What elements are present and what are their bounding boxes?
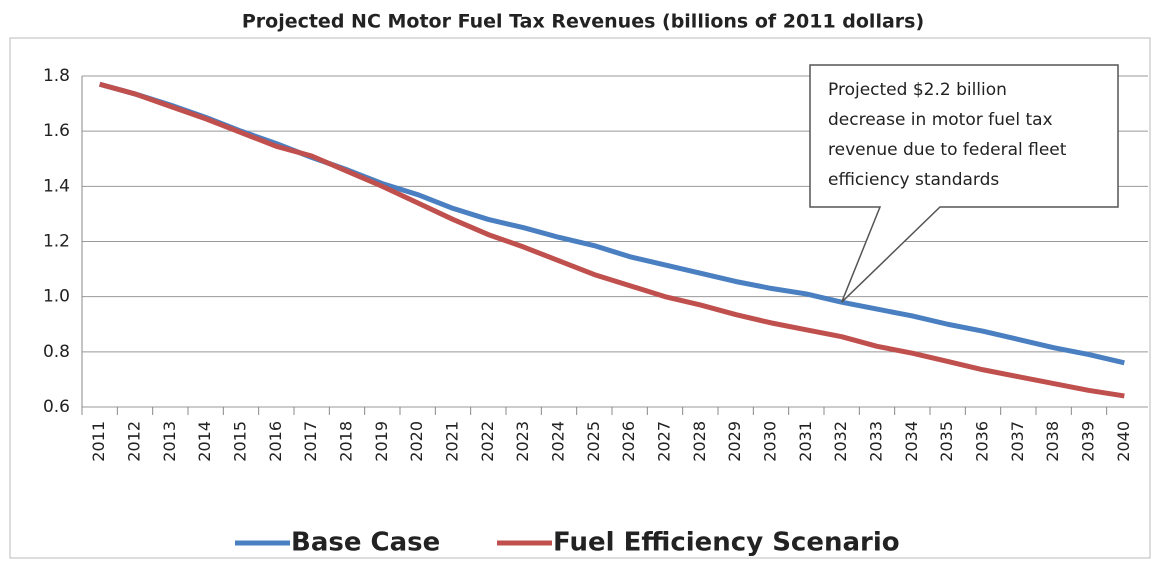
x-tick-label: 2038 xyxy=(1043,421,1062,462)
x-tick-label: 2031 xyxy=(796,421,815,462)
x-tick-label: 2013 xyxy=(160,421,179,462)
callout xyxy=(809,64,1119,303)
x-tick-label: 2027 xyxy=(655,421,674,462)
x-tick-label: 2019 xyxy=(372,421,391,462)
x-tick-label: 2037 xyxy=(1008,421,1027,462)
x-tick-label: 2040 xyxy=(1114,421,1133,462)
x-tick-label: 2012 xyxy=(125,421,144,462)
y-tick-label: 1.4 xyxy=(43,176,70,196)
y-tick-label: 0.6 xyxy=(43,397,70,417)
y-tick-label: 1.0 xyxy=(43,287,70,307)
x-tick-label: 2035 xyxy=(937,421,956,462)
annotation: decrease in motor fuel tax xyxy=(828,110,1053,130)
x-tick-label: 2024 xyxy=(549,421,568,462)
legend-label: Fuel Efficiency Scenario xyxy=(553,528,900,558)
x-tick-label: 2034 xyxy=(902,421,921,462)
x-tick-label: 2018 xyxy=(337,421,356,462)
x-tick-label: 2030 xyxy=(761,421,780,462)
y-tick-label: 1.6 xyxy=(43,121,70,141)
x-tick-label: 2036 xyxy=(973,421,992,462)
x-tick-label: 2014 xyxy=(195,421,214,462)
x-tick-label: 2023 xyxy=(513,421,532,462)
chart-frame xyxy=(9,37,1151,559)
chart-title: Projected NC Motor Fuel Tax Revenues (bi… xyxy=(242,11,924,33)
x-tick-label: 2017 xyxy=(301,421,320,462)
x-tick-label: 2022 xyxy=(478,421,497,462)
legend-label: Base Case xyxy=(291,528,440,558)
x-tick-label: 2015 xyxy=(231,421,250,462)
series-line xyxy=(99,81,1125,399)
annotation: Projected $2.2 billion xyxy=(828,80,1007,100)
x-tick-label: 2029 xyxy=(725,421,744,462)
y-tick-label: 0.8 xyxy=(43,342,70,362)
x-tick-label: 2032 xyxy=(831,421,850,462)
x-tick-label: 2025 xyxy=(584,421,603,462)
annotation: efficiency standards xyxy=(828,170,999,190)
x-tick-label: 2020 xyxy=(407,421,426,462)
x-tick-label: 2016 xyxy=(266,421,285,462)
y-tick-label: 1.2 xyxy=(43,232,70,252)
x-tick-label: 2033 xyxy=(867,421,886,462)
x-tick-label: 2026 xyxy=(619,421,638,462)
x-tick-label: 2039 xyxy=(1079,421,1098,462)
x-tick-label: 2021 xyxy=(443,421,462,462)
x-tick-label: 2028 xyxy=(690,421,709,462)
annotation: revenue due to federal fleet xyxy=(828,140,1067,160)
x-tick-label: 2011 xyxy=(89,421,108,462)
y-tick-label: 1.8 xyxy=(43,66,70,86)
